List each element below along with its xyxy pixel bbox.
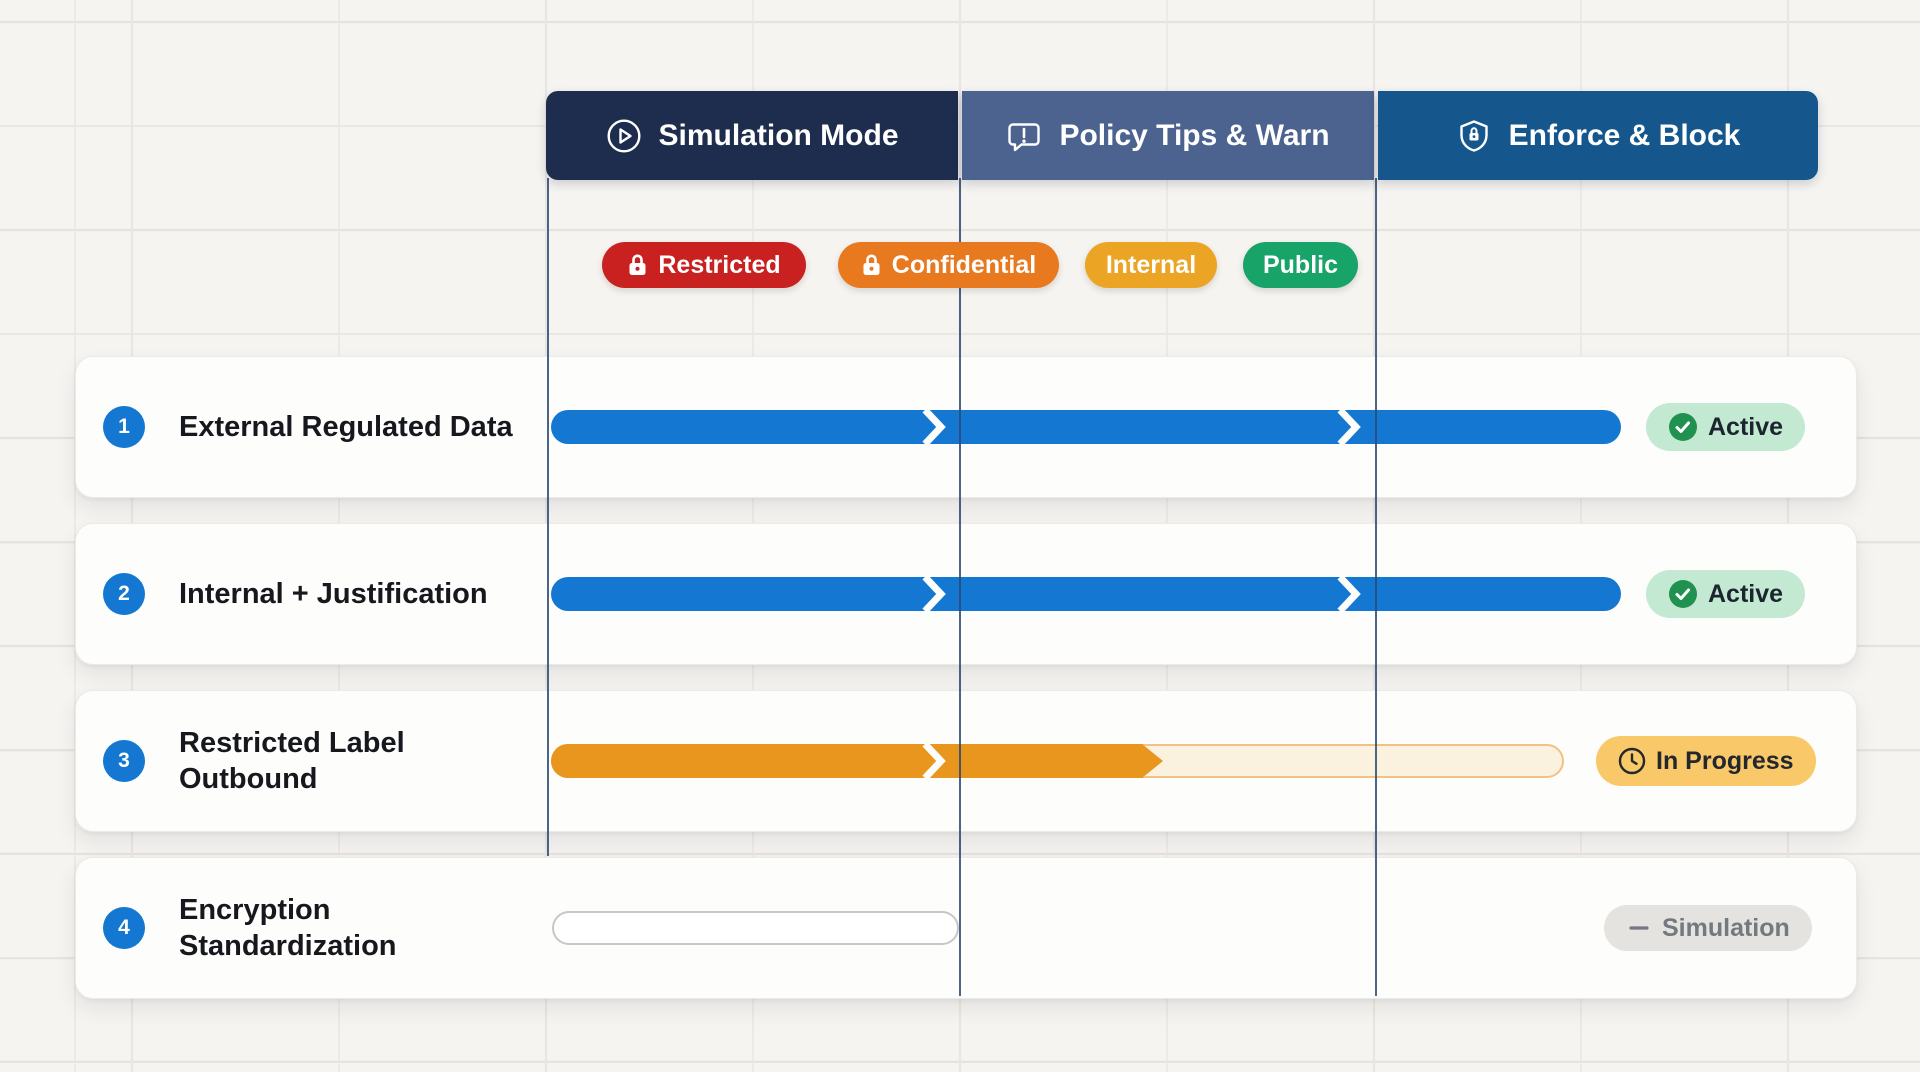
- legend-pill-confidential[interactable]: Confidential: [838, 242, 1059, 288]
- policy-row-external-regulated-data: 1 External Regulated Data Active: [75, 356, 1857, 498]
- clock-icon: [1618, 747, 1646, 775]
- phase-label: Enforce & Block: [1508, 118, 1741, 152]
- phase-chevron-marker: [1337, 410, 1361, 444]
- row-number-badge: 2: [103, 573, 145, 615]
- row-label: External Regulated Data: [179, 410, 513, 443]
- legend-label: Restricted: [658, 250, 781, 279]
- phase-boundary-line-3: [1375, 178, 1377, 996]
- phase-segment-enforce-block[interactable]: Enforce & Block: [1378, 91, 1818, 180]
- row-number-badge: 3: [103, 740, 145, 782]
- lock-icon: [627, 253, 648, 277]
- legend-pill-internal[interactable]: Internal: [1085, 242, 1217, 288]
- phase-chevron-marker: [922, 577, 946, 611]
- status-badge-in-progress: In Progress: [1596, 736, 1816, 786]
- status-label: In Progress: [1656, 746, 1794, 775]
- status-badge-simulation: Simulation: [1604, 905, 1812, 951]
- phase-boundary-line-1: [547, 178, 549, 856]
- lock-icon: [861, 253, 882, 277]
- status-label: Active: [1708, 579, 1784, 608]
- check-circle-icon: [1668, 412, 1698, 442]
- row-number-badge: 1: [103, 406, 145, 448]
- legend-pill-restricted[interactable]: Restricted: [602, 242, 806, 288]
- phase-label: Simulation Mode: [658, 118, 899, 152]
- progress-bar-empty: [552, 911, 959, 945]
- legend-label: Public: [1262, 250, 1338, 279]
- legend-label: Confidential: [891, 250, 1037, 279]
- shield-lock-icon: [1456, 118, 1492, 154]
- progress-bar-full: [551, 577, 1621, 611]
- legend-pill-public[interactable]: Public: [1243, 242, 1358, 288]
- status-badge-active: Active: [1646, 570, 1806, 618]
- policy-row-restricted-label-outbound: 3 Restricted Label Outbound In Progress: [75, 690, 1857, 832]
- status-badge-active: Active: [1646, 403, 1806, 451]
- status-label: Simulation: [1662, 913, 1790, 942]
- check-circle-icon: [1668, 579, 1698, 609]
- row-label: Encryption Standardization: [179, 893, 397, 962]
- policy-row-encryption-standardization: 4 Encryption Standardization Simulation: [75, 857, 1857, 999]
- phase-chevron-marker: [922, 410, 946, 444]
- dash-icon: [1626, 915, 1652, 941]
- row-label: Restricted Label Outbound: [179, 726, 405, 795]
- phase-boundary-line-2: [959, 178, 961, 996]
- row-label: Internal + Justification: [179, 577, 488, 610]
- phase-segment-policy-tips[interactable]: Policy Tips & Warn: [962, 91, 1374, 180]
- play-circle-icon: [606, 118, 642, 154]
- progress-bar-full: [551, 410, 1621, 444]
- phase-chevron-marker: [922, 744, 946, 778]
- legend-label: Internal: [1105, 250, 1197, 279]
- policy-row-internal-justification: 2 Internal + Justification Active: [75, 523, 1857, 665]
- phase-label: Policy Tips & Warn: [1059, 118, 1330, 152]
- progress-bar-partial: [551, 744, 1143, 778]
- alert-bubble-icon: [1006, 118, 1042, 154]
- phase-chevron-marker: [1337, 577, 1361, 611]
- row-number-badge: 4: [103, 907, 145, 949]
- phase-segment-simulation-mode[interactable]: Simulation Mode: [546, 91, 958, 180]
- status-label: Active: [1708, 412, 1784, 441]
